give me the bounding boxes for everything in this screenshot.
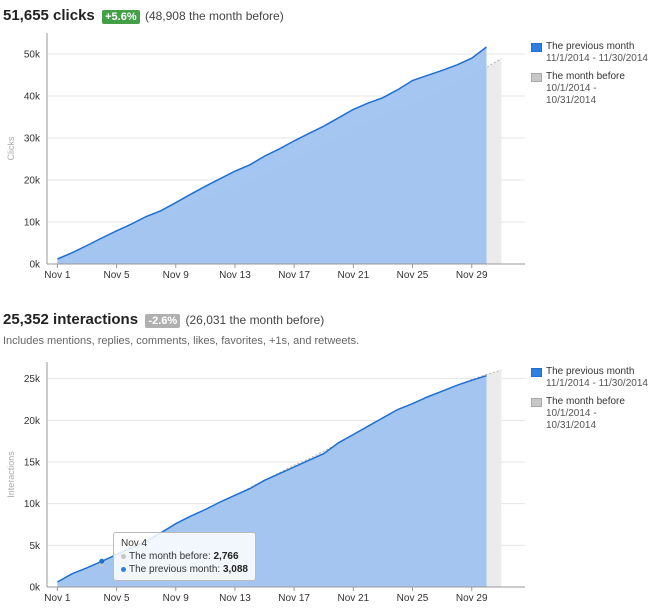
tooltip-row-previous-month: The previous month: 3,088 (121, 563, 248, 576)
legend-swatch (531, 398, 542, 407)
x-tick-label: Nov 21 (337, 593, 369, 604)
clicks-legend: The previous month 11/1/2014 - 11/30/201… (531, 41, 649, 113)
clicks-chart[interactable]: 0k 10k 20k 30k 40k 50k Nov 1 Nov 5 Nov 9 Nov 13 No… (0, 30, 530, 290)
legend-item-previous-month[interactable]: The previous month 11/1/2014 - 11/30/201… (531, 366, 649, 390)
x-tick-label: Nov 1 (44, 593, 71, 604)
clicks-panel: 51,655 clicks +5.6% (48,908 the month be… (0, 0, 649, 290)
y-tick-label: 0k (29, 260, 41, 271)
tooltip-dot-gray (121, 553, 126, 559)
y-tick-label: 50k (24, 50, 41, 61)
legend-swatch (531, 368, 542, 377)
clicks-header: 51,655 clicks +5.6% (48,908 the month be… (3, 7, 284, 24)
legend-item-month-before[interactable]: The month before 10/1/2014 - 10/31/2014 (531, 71, 649, 107)
y-tick-label: 10k (24, 218, 41, 229)
y-axis-title: Interactions (6, 451, 16, 498)
tooltip-row-month-before: The month before: 2,766 (121, 550, 248, 563)
legend-range: 10/1/2014 - 10/31/2014 (546, 83, 597, 106)
x-tick-label: Nov 5 (103, 270, 130, 281)
interactions-note: Includes mentions, replies, comments, li… (3, 335, 360, 347)
interactions-total: 25,352 interactions (3, 311, 139, 328)
y-tick-label: 15k (24, 458, 41, 469)
interactions-panel: 25,352 interactions -2.6% (26,031 the mo… (0, 305, 649, 608)
x-tick-label: Nov 13 (219, 270, 251, 281)
y-tick-label: 30k (24, 134, 41, 145)
legend-item-month-before[interactable]: The month before 10/1/2014 - 10/31/2014 (531, 396, 649, 432)
interactions-change-badge: -2.6% (145, 314, 181, 328)
x-tick-label: Nov 29 (456, 270, 488, 281)
legend-swatch (531, 43, 542, 52)
series-line-previous-month[interactable] (57, 46, 487, 260)
legend-range: 10/1/2014 - 10/31/2014 (546, 408, 597, 431)
legend-range: 11/1/2014 - 11/30/2014 (546, 378, 648, 389)
tooltip-curr-label: The previous month: (129, 564, 221, 575)
x-tick-label: Nov 17 (278, 270, 310, 281)
x-tick-label: Nov 25 (397, 270, 429, 281)
interactions-legend: The previous month 11/1/2014 - 11/30/201… (531, 366, 649, 438)
x-tick-label: Nov 21 (337, 270, 369, 281)
legend-range: 11/1/2014 - 11/30/2014 (546, 53, 648, 64)
x-tick-label: Nov 5 (103, 593, 130, 604)
tooltip-dot-blue (121, 566, 126, 572)
clicks-total: 51,655 clicks (3, 7, 95, 24)
legend-swatch (531, 73, 542, 82)
y-axis-title: Clicks (6, 136, 16, 160)
x-tick-label: Nov 29 (456, 593, 488, 604)
y-tick-label: 10k (24, 499, 41, 510)
legend-label: The month before (546, 71, 625, 82)
x-tick-label: Nov 9 (163, 593, 190, 604)
interactions-header: 25,352 interactions -2.6% (26,031 the mo… (3, 311, 324, 328)
tooltip-title: Nov 4 (121, 538, 148, 549)
tooltip-prev-value: 2,766 (213, 551, 239, 562)
clicks-change-badge: +5.6% (102, 10, 140, 24)
x-tick-label: Nov 25 (397, 593, 429, 604)
hover-point-previous-month (99, 558, 105, 564)
x-tick-label: Nov 1 (44, 270, 71, 281)
legend-item-previous-month[interactable]: The previous month 11/1/2014 - 11/30/201… (531, 41, 649, 65)
x-tick-label: Nov 13 (219, 593, 251, 604)
legend-label: The month before (546, 396, 625, 407)
clicks-compare: (48,908 the month before) (144, 9, 284, 23)
y-tick-label: 40k (24, 92, 41, 103)
tooltip-prev-label: The month before: (129, 551, 211, 562)
tooltip-curr-value: 3,088 (222, 564, 248, 575)
interactions-compare: (26,031 the month before) (185, 313, 325, 327)
y-tick-label: 20k (24, 416, 41, 427)
y-tick-label: 25k (24, 374, 41, 385)
x-tick-label: Nov 9 (163, 270, 190, 281)
chart-tooltip: Nov 4 The month before: 2,766 The previo… (113, 532, 256, 581)
x-tick-label: Nov 17 (278, 593, 310, 604)
y-tick-label: 0k (29, 583, 41, 594)
interactions-chart[interactable]: 0k 5k 10k 15k 20k 25k Nov 1 Nov 5 Nov 9 Nov 13 Nov… (0, 360, 530, 608)
y-tick-label: 20k (24, 176, 41, 187)
y-tick-label: 5k (29, 541, 41, 552)
series-area-previous-month[interactable] (57, 47, 487, 264)
legend-label: The previous month (546, 366, 635, 377)
legend-label: The previous month (546, 41, 635, 52)
